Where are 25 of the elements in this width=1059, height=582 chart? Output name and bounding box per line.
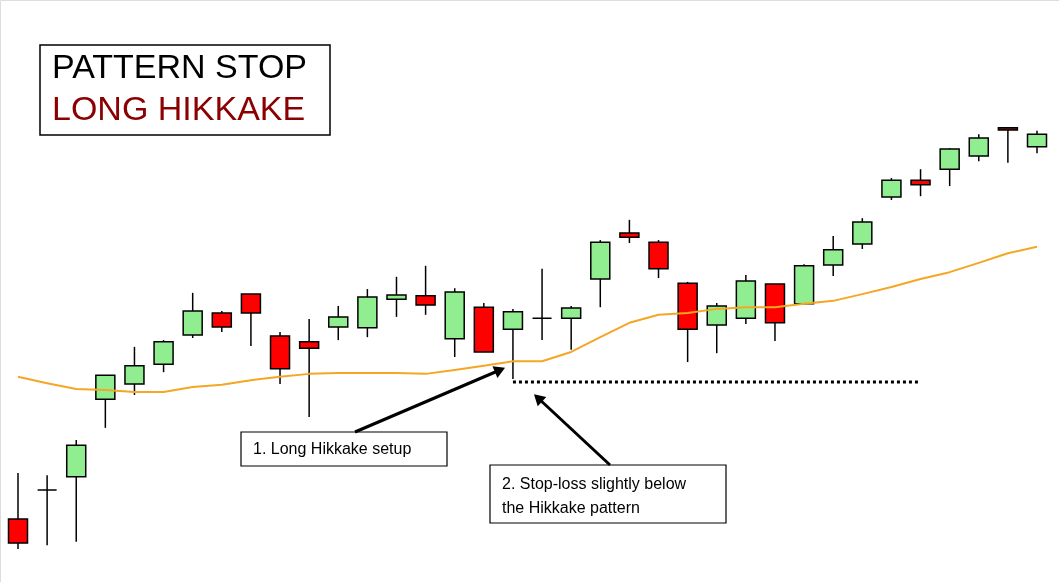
- candlestick: [968, 133, 990, 162]
- candlestick: [531, 268, 553, 341]
- annotation: 2. Stop-loss slightly below the Hikkake pattern: [502, 475, 687, 516]
- candlestick: [124, 346, 145, 396]
- candlestick: [240, 293, 262, 347]
- candlestick: [36, 474, 58, 546]
- candlestick: [211, 310, 233, 333]
- candlestick: [619, 219, 640, 244]
- candlestick: [386, 276, 407, 318]
- candlestick: [1026, 130, 1048, 154]
- candlestick: [328, 305, 349, 341]
- candlestick: [822, 235, 844, 277]
- candlestick: [706, 302, 727, 354]
- candlestick: [881, 177, 902, 201]
- chart-subtitle: LONG HIKKAKE: [52, 89, 306, 127]
- candlestick: [910, 168, 931, 197]
- candlestick: [852, 217, 873, 250]
- annotation: 1. Long Hikkake setup: [253, 440, 412, 457]
- candlestick: [997, 126, 1019, 164]
- chart-title: PATTERN STOP: [52, 47, 308, 85]
- candlestick: [298, 318, 320, 418]
- candlestick: [153, 339, 174, 373]
- candlestick: [415, 265, 436, 316]
- candlestick: [560, 305, 582, 351]
- candlestick: [939, 147, 960, 187]
